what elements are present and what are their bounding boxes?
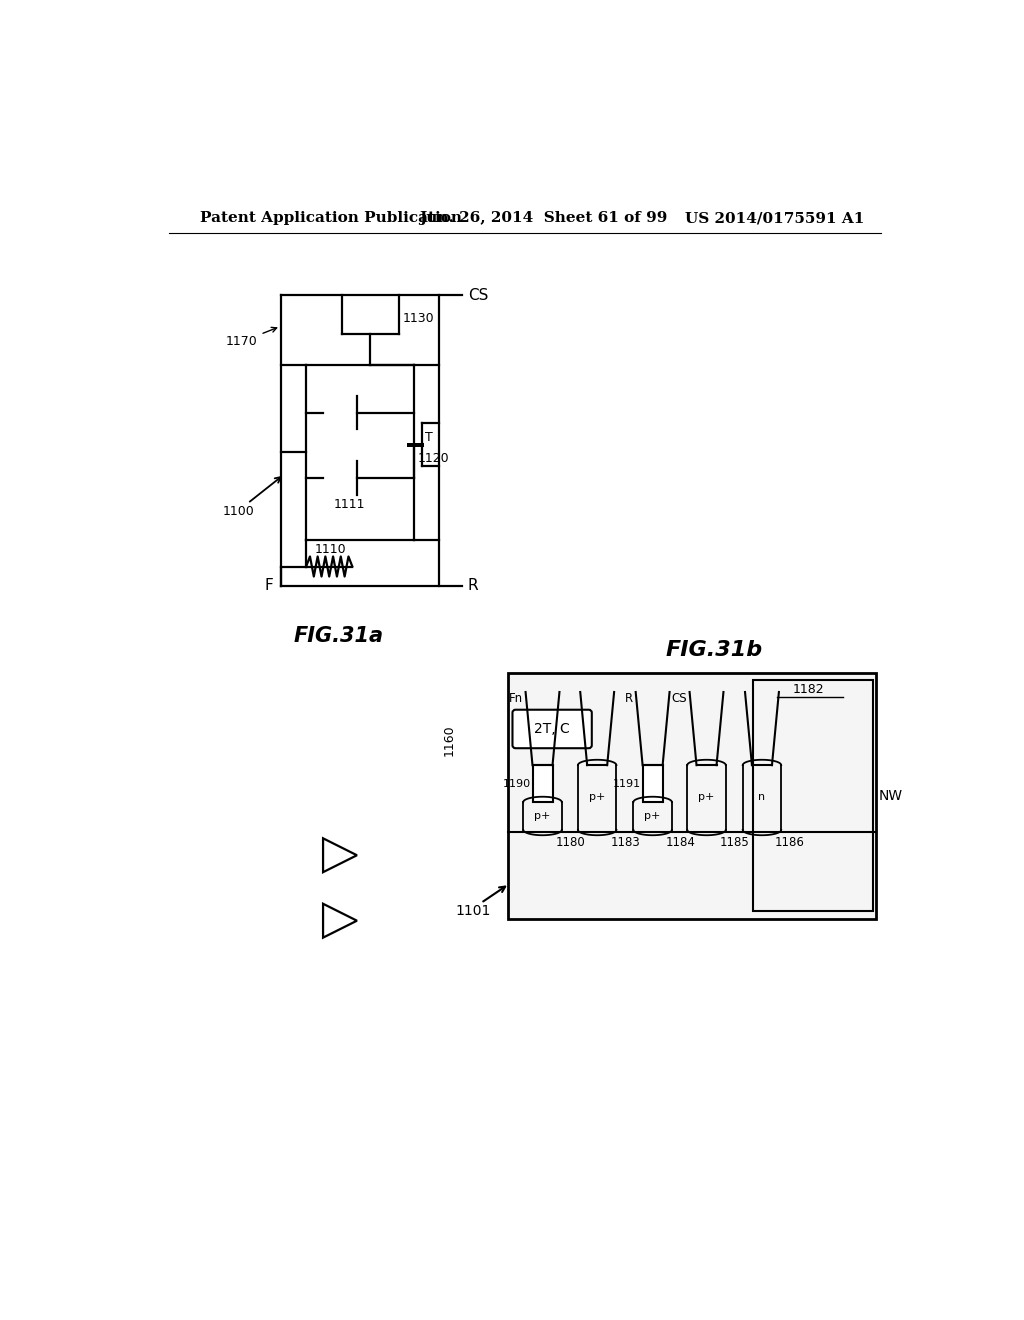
Text: 1182: 1182 bbox=[793, 684, 824, 696]
Text: 2T, C: 2T, C bbox=[535, 722, 570, 737]
Text: 1185: 1185 bbox=[720, 837, 750, 850]
Text: Patent Application Publication: Patent Application Publication bbox=[200, 211, 462, 226]
Text: Fn: Fn bbox=[509, 692, 523, 705]
Text: 1191: 1191 bbox=[613, 779, 641, 788]
Text: 1110: 1110 bbox=[315, 543, 346, 556]
Text: p+: p+ bbox=[589, 792, 605, 803]
Text: 1170: 1170 bbox=[226, 327, 276, 348]
Text: n: n bbox=[759, 792, 766, 803]
Text: CS: CS bbox=[672, 692, 687, 705]
Text: 1130: 1130 bbox=[402, 312, 434, 325]
Text: 1186: 1186 bbox=[775, 837, 805, 850]
Text: p+: p+ bbox=[535, 810, 551, 821]
Text: 1180: 1180 bbox=[556, 837, 586, 850]
Text: 1160: 1160 bbox=[442, 723, 456, 755]
Text: US 2014/0175591 A1: US 2014/0175591 A1 bbox=[685, 211, 864, 226]
Text: p+: p+ bbox=[644, 810, 660, 821]
Text: FIG.31b: FIG.31b bbox=[666, 640, 763, 660]
Text: R: R bbox=[626, 692, 634, 705]
Bar bbox=[534, 766, 553, 803]
Text: p+: p+ bbox=[698, 792, 715, 803]
Text: 1120: 1120 bbox=[418, 453, 450, 465]
Bar bbox=[508, 673, 876, 919]
FancyBboxPatch shape bbox=[512, 710, 592, 748]
Text: R: R bbox=[468, 578, 478, 593]
Text: 1190: 1190 bbox=[503, 779, 531, 788]
Text: 1101: 1101 bbox=[456, 904, 490, 919]
Text: F: F bbox=[264, 578, 273, 593]
Text: 1184: 1184 bbox=[666, 837, 695, 850]
Text: T: T bbox=[425, 430, 432, 444]
Text: 1100: 1100 bbox=[222, 504, 254, 517]
Text: FIG.31a: FIG.31a bbox=[294, 626, 384, 645]
Bar bbox=[753, 681, 872, 911]
Text: 1183: 1183 bbox=[610, 837, 640, 850]
Bar bbox=[643, 766, 663, 803]
Text: Jun. 26, 2014  Sheet 61 of 99: Jun. 26, 2014 Sheet 61 of 99 bbox=[419, 211, 668, 226]
Text: CS: CS bbox=[468, 288, 488, 304]
Text: 1111: 1111 bbox=[334, 499, 366, 511]
Text: NW: NW bbox=[879, 789, 903, 803]
